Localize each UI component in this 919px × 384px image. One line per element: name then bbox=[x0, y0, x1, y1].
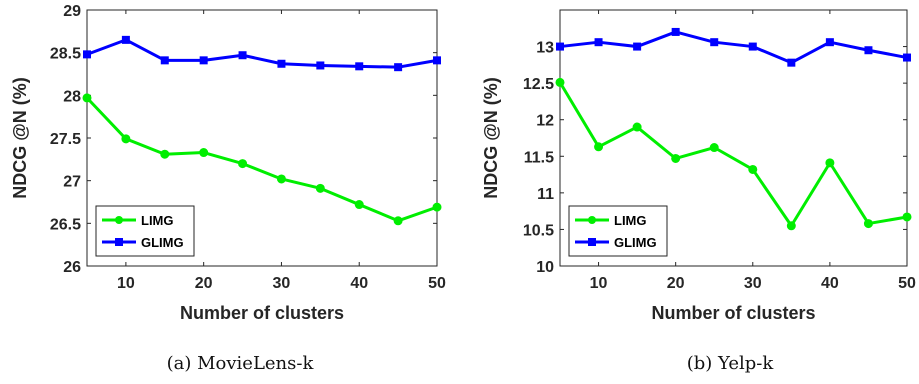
data-point-glimg bbox=[316, 61, 325, 70]
y-tick-label: 29 bbox=[63, 3, 81, 20]
x-tick-label: 50 bbox=[898, 275, 916, 292]
x-tick-label: 40 bbox=[821, 275, 839, 292]
legend-box bbox=[95, 205, 195, 257]
data-point-glimg bbox=[710, 38, 719, 47]
data-point-limg bbox=[786, 221, 796, 231]
data-point-limg bbox=[160, 149, 170, 159]
y-tick-label: 27 bbox=[63, 174, 81, 191]
data-point-glimg bbox=[903, 53, 911, 62]
data-point-glimg bbox=[83, 50, 91, 59]
legend-label: LIMG bbox=[141, 213, 174, 228]
data-point-glimg bbox=[594, 38, 603, 47]
series-line-limg bbox=[85, 96, 438, 223]
y-tick-label: 27.5 bbox=[50, 131, 81, 148]
y-tick-label: 26 bbox=[63, 259, 81, 276]
legend-label: GLIMG bbox=[141, 235, 184, 250]
y-tick-label: 13 bbox=[536, 40, 554, 57]
y-tick-label: 28.5 bbox=[50, 46, 81, 63]
data-point-limg bbox=[825, 158, 835, 168]
subfigure-caption: (a) MovieLens-k bbox=[167, 353, 315, 374]
subfigure-caption: (b) Yelp-k bbox=[687, 353, 775, 374]
y-tick-label: 10 bbox=[536, 259, 554, 276]
data-point-limg bbox=[121, 134, 131, 144]
y-tick-label: 11 bbox=[537, 186, 554, 203]
legend-marker bbox=[588, 216, 596, 224]
data-point-limg bbox=[709, 143, 719, 153]
y-tick-label: 28 bbox=[63, 88, 81, 105]
data-point-limg bbox=[902, 212, 912, 222]
data-point-glimg bbox=[864, 46, 873, 55]
data-point-limg bbox=[276, 174, 286, 184]
x-tick-label: 30 bbox=[744, 275, 762, 292]
y-tick-label: 11.5 bbox=[524, 149, 554, 166]
x-tick-label: 10 bbox=[590, 275, 608, 292]
data-point-limg bbox=[315, 183, 325, 193]
data-point-glimg bbox=[671, 27, 680, 36]
x-tick-label: 20 bbox=[195, 275, 213, 292]
data-point-glimg bbox=[277, 59, 286, 68]
y-axis-label: NDCG @N (%) bbox=[481, 77, 501, 199]
legend-marker bbox=[115, 216, 123, 224]
data-point-limg bbox=[632, 122, 642, 132]
data-point-glimg bbox=[556, 42, 564, 51]
data-point-limg bbox=[671, 153, 681, 163]
y-tick-label: 12 bbox=[536, 113, 554, 130]
data-point-limg bbox=[863, 219, 873, 229]
legend-marker bbox=[588, 238, 596, 246]
legend-label: LIMG bbox=[614, 213, 647, 228]
legend-marker bbox=[115, 238, 123, 246]
chart-panel-1: 26 26.5 27 27.5 28 28.5 29 10 20 30 40 50 Number of … bbox=[10, 3, 446, 374]
chart-panel-2: 10 10.5 11 11.5 12 12.5 13 10 20 30 40 50 Number of … bbox=[481, 9, 916, 374]
data-point-limg bbox=[393, 216, 403, 226]
data-point-limg bbox=[555, 77, 565, 87]
data-point-limg bbox=[354, 200, 364, 210]
data-point-glimg bbox=[633, 42, 642, 51]
legend: LIMG GLIMG bbox=[95, 205, 195, 257]
data-point-glimg bbox=[748, 42, 757, 51]
data-point-glimg bbox=[787, 58, 796, 67]
data-point-glimg bbox=[121, 35, 130, 44]
data-point-glimg bbox=[825, 38, 834, 47]
legend: LIMG GLIMG bbox=[568, 205, 668, 257]
series-line-limg bbox=[558, 81, 908, 228]
x-tick-label: 10 bbox=[117, 275, 135, 292]
data-point-glimg bbox=[355, 62, 364, 71]
data-point-limg bbox=[432, 202, 442, 212]
x-tick-label: 50 bbox=[428, 275, 446, 292]
x-axis-label: Number of clusters bbox=[651, 303, 815, 323]
data-point-glimg bbox=[199, 56, 208, 65]
x-tick-label: 40 bbox=[350, 275, 368, 292]
y-axis-label: NDCG @N (%) bbox=[10, 77, 30, 199]
legend-label: GLIMG bbox=[614, 235, 657, 250]
legend-box bbox=[568, 205, 668, 257]
data-point-glimg bbox=[433, 56, 441, 65]
series-line-glimg bbox=[86, 38, 438, 69]
y-tick-label: 12.5 bbox=[523, 76, 554, 93]
y-tick-label: 26.5 bbox=[50, 216, 81, 233]
series-line-glimg bbox=[559, 30, 908, 65]
data-point-limg bbox=[748, 164, 758, 174]
data-point-glimg bbox=[160, 56, 169, 65]
data-point-glimg bbox=[238, 51, 247, 60]
data-point-limg bbox=[199, 148, 209, 158]
data-point-limg bbox=[238, 159, 248, 169]
data-point-limg bbox=[594, 142, 604, 152]
x-tick-label: 30 bbox=[273, 275, 291, 292]
data-point-glimg bbox=[394, 63, 403, 72]
data-point-limg bbox=[82, 93, 92, 103]
x-tick-label: 20 bbox=[667, 275, 685, 292]
y-tick-label: 10.5 bbox=[523, 222, 554, 239]
x-axis-label: Number of clusters bbox=[180, 303, 344, 323]
